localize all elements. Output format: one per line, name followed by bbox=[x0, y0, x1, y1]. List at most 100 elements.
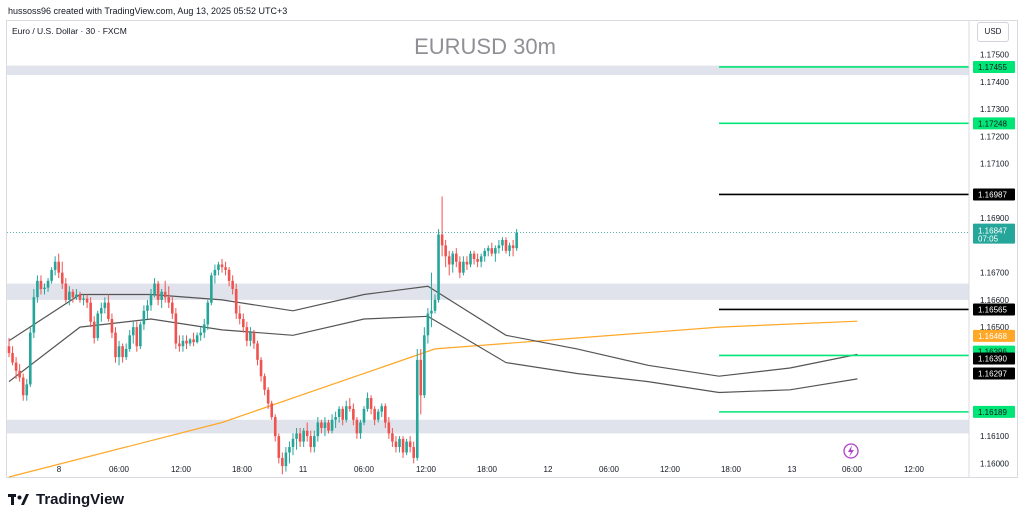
candle-body bbox=[330, 419, 334, 431]
candle-body bbox=[405, 441, 408, 453]
candle-body bbox=[295, 433, 298, 439]
candle-body bbox=[50, 269, 53, 281]
candle-body bbox=[291, 438, 295, 448]
candle-body bbox=[110, 318, 114, 333]
candle-body bbox=[7, 346, 11, 354]
candle-body bbox=[458, 261, 462, 273]
candle-body bbox=[309, 436, 313, 448]
candle-body bbox=[359, 422, 362, 434]
candle-body bbox=[273, 417, 277, 437]
price-level-label-bg bbox=[973, 405, 1015, 418]
candle-body bbox=[14, 362, 18, 371]
candle-body bbox=[199, 332, 202, 336]
zone-band bbox=[7, 283, 969, 300]
price-level-label-bg bbox=[973, 303, 1015, 316]
x-tick-label: 06:00 bbox=[109, 465, 130, 474]
candle-body bbox=[71, 291, 75, 298]
candle-body bbox=[437, 234, 440, 300]
candle-body bbox=[64, 283, 68, 300]
level-group bbox=[7, 66, 969, 413]
candle-body bbox=[281, 457, 284, 467]
candle-body bbox=[252, 332, 256, 344]
candle-body bbox=[423, 335, 426, 396]
candle-body bbox=[302, 430, 305, 442]
candle-body bbox=[362, 408, 366, 423]
chart-title: EURUSD 30m bbox=[414, 34, 556, 59]
candle-body bbox=[114, 332, 117, 358]
candle-body bbox=[494, 248, 497, 254]
candle-body bbox=[305, 430, 309, 437]
candle-body bbox=[32, 297, 36, 333]
currency-button[interactable]: USD bbox=[977, 22, 1009, 42]
lightning-icon[interactable] bbox=[843, 443, 859, 459]
symbol-line[interactable]: Euro / U.S. Dollar · 30 · FXCM bbox=[12, 26, 127, 36]
brand-name: TradingView bbox=[36, 491, 125, 508]
y-tick-label: 1.16900 bbox=[980, 214, 1009, 223]
candle-body bbox=[259, 359, 263, 377]
candle-body bbox=[21, 377, 25, 396]
zone-band bbox=[7, 419, 969, 434]
y-tick-label: 1.17500 bbox=[980, 51, 1009, 60]
candle-body bbox=[270, 403, 273, 418]
candle-body bbox=[366, 397, 369, 409]
candle-body bbox=[171, 302, 174, 314]
candle-body bbox=[440, 234, 444, 246]
price-level-label: 1.16565 bbox=[978, 305, 1007, 314]
y-tick-label: 1.16000 bbox=[980, 459, 1009, 468]
candle-body bbox=[202, 324, 206, 333]
candle-body bbox=[124, 348, 128, 358]
candle-body bbox=[327, 422, 330, 431]
candle-body bbox=[149, 294, 153, 306]
moving-average-line bbox=[8, 320, 858, 478]
candle-body bbox=[142, 310, 146, 325]
y-tick-label: 1.16100 bbox=[980, 432, 1009, 441]
candle-body bbox=[490, 248, 494, 254]
candle-body bbox=[394, 441, 398, 448]
candle-body bbox=[146, 305, 149, 311]
candle-body bbox=[412, 447, 415, 458]
candle-body bbox=[313, 436, 316, 448]
candle-body bbox=[103, 302, 107, 309]
brand-footer[interactable]: TradingView bbox=[8, 491, 124, 508]
x-tick-label: 18:00 bbox=[477, 465, 498, 474]
candle-body bbox=[462, 261, 465, 273]
current-price-label: 1.16847 bbox=[978, 227, 1007, 236]
candle-body bbox=[415, 359, 419, 458]
x-tick-label: 06:00 bbox=[354, 465, 375, 474]
candle-body bbox=[85, 298, 89, 303]
x-tick-label: 12 bbox=[544, 465, 553, 474]
axis-group: 1.16000 1.16100 1.16500 1.16600 1.16700 1.169… bbox=[57, 20, 1009, 478]
candle-body bbox=[100, 308, 103, 314]
candle-body bbox=[160, 291, 163, 300]
price-level-label: 1.17248 bbox=[978, 119, 1007, 128]
candle-body bbox=[384, 406, 387, 423]
candle-body bbox=[60, 272, 64, 284]
candle-body bbox=[163, 291, 167, 298]
candle-body bbox=[433, 299, 437, 311]
candle-body bbox=[107, 302, 110, 319]
candle-body bbox=[426, 313, 430, 336]
candle-body bbox=[131, 327, 135, 336]
candle-body bbox=[316, 422, 320, 437]
series-group bbox=[8, 285, 858, 478]
candle-body bbox=[444, 245, 447, 257]
candle-body bbox=[256, 343, 259, 360]
candle-body bbox=[206, 302, 210, 325]
price-label-group: 1.17455 1.17248 1.16987 1.16565 1.16468 1.163… bbox=[973, 60, 1015, 418]
candle-body bbox=[238, 313, 242, 319]
candle-body bbox=[504, 239, 508, 251]
x-tick-label: 12:00 bbox=[416, 465, 437, 474]
candle-body bbox=[234, 289, 238, 314]
candle-body bbox=[472, 253, 476, 260]
candle-body bbox=[181, 340, 185, 347]
candle-body bbox=[128, 335, 131, 349]
candle-body bbox=[298, 433, 302, 442]
candle-body bbox=[355, 419, 359, 434]
candle-body bbox=[447, 256, 451, 265]
y-tick-label: 1.16500 bbox=[980, 323, 1009, 332]
x-tick-label: 11 bbox=[299, 465, 308, 474]
attribution-text: hussoss96 created with TradingView.com, … bbox=[8, 6, 288, 16]
candle-body bbox=[68, 291, 71, 300]
candle-body bbox=[479, 256, 483, 262]
